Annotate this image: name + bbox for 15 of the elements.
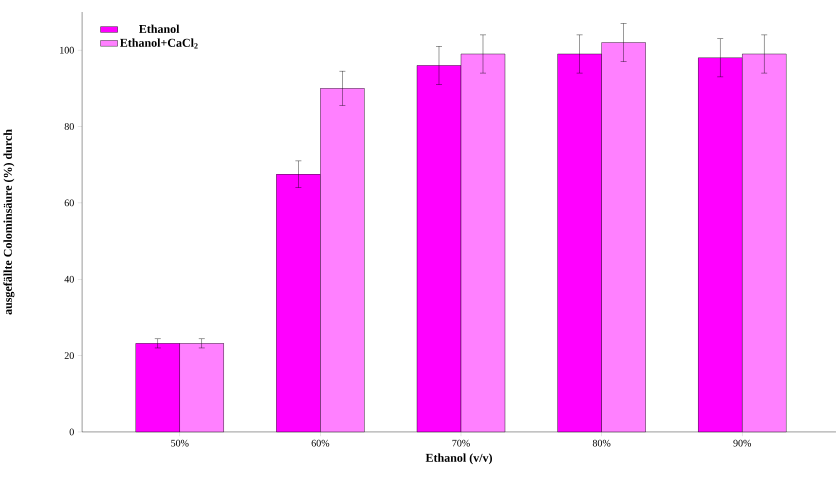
x-tick-label: 60% (312, 440, 330, 447)
x-axis-title: Ethanol (v/v) (426, 453, 492, 464)
x-tick-label: 70% (452, 440, 470, 447)
x-tick-label: 90% (733, 440, 752, 447)
y-tick-label: 20 (64, 352, 74, 359)
x-tick-label: 50% (171, 440, 189, 447)
legend-label: Ethanol (139, 24, 180, 34)
y-tick-label: 60 (64, 200, 74, 206)
y-tick-label: 80 (64, 123, 74, 130)
y-tick-label: 100 (60, 46, 74, 54)
y-axis-title: ausgefällte Colominsäure (%) durch (3, 129, 14, 315)
y-tick-label: 40 (64, 276, 74, 283)
x-tick-label: 80% (592, 440, 610, 447)
y-tick-label: 0 (70, 428, 74, 436)
legend-label: Ethanol+CaCl$_{2}$ (120, 38, 198, 49)
